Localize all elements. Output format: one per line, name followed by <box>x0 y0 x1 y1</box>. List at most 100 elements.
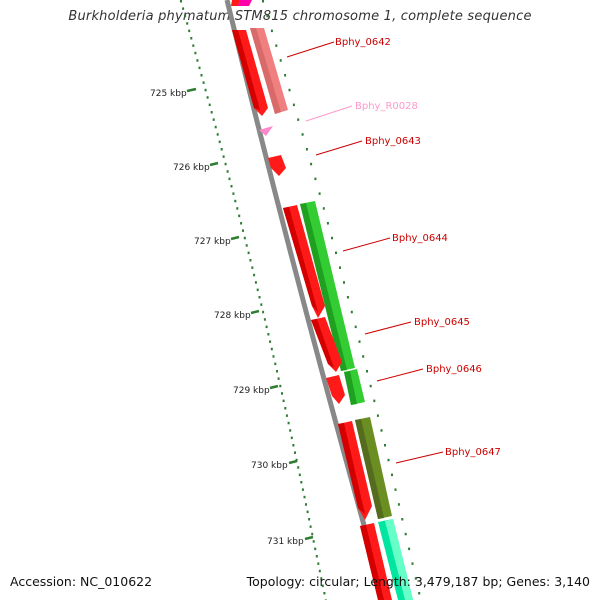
scale-dot-left <box>262 310 265 314</box>
scale-dot-left <box>188 29 191 33</box>
scale-dot-right <box>331 236 333 240</box>
scale-dot-right <box>275 44 278 47</box>
scale-dot-right <box>376 414 379 417</box>
scale-dot-left <box>228 177 231 181</box>
scale-dot-right <box>318 192 321 195</box>
scale-dot-left <box>260 303 263 306</box>
gene-bphy-r0028-trna <box>259 126 273 136</box>
scale-dot-right <box>288 88 291 92</box>
scale-dot-left <box>190 37 193 40</box>
scale-dot-right <box>346 296 349 299</box>
leader-bphy-0644 <box>342 237 391 252</box>
feature-magenta-top <box>238 0 252 6</box>
scale-dot-right <box>401 518 404 521</box>
scale-dot-right <box>384 444 386 447</box>
scale-dot-left <box>222 155 225 158</box>
scale-dot-left <box>320 577 323 580</box>
scale-dot-left <box>240 222 243 225</box>
scale-dot-right <box>369 384 372 388</box>
gene-bphy-0647-olive-shade <box>355 419 384 519</box>
feature-red-bottom-shade <box>360 525 384 600</box>
gene-label-bphy-0645[interactable]: Bphy_0645 <box>414 317 470 328</box>
scale-dot-left <box>210 111 213 114</box>
scale-dot-left <box>281 392 283 395</box>
scale-dot-left <box>214 125 217 129</box>
gene-bphy-0643-red <box>268 155 286 176</box>
accession-text: Accession: NC_010622 <box>10 574 153 589</box>
scale-dot-left <box>323 592 326 595</box>
scale-dot-left <box>315 555 318 558</box>
scale-dot-left <box>301 488 304 491</box>
scale-dot-right <box>297 118 300 121</box>
gene-label-bphy-0643[interactable]: Bphy_0643 <box>365 136 421 147</box>
gene-label-bphy-0646[interactable]: Bphy_0646 <box>426 364 482 375</box>
scale-dot-left <box>202 81 205 84</box>
gene-bphy-0644-red-shade <box>283 207 318 312</box>
scale-dot-left <box>318 569 321 573</box>
scale-dot-left <box>180 0 182 3</box>
gene-label-bphy-0644[interactable]: Bphy_0644 <box>392 233 448 244</box>
scale-dot-right <box>301 133 304 136</box>
scale-dot-left <box>285 414 288 417</box>
scale-dot-right <box>339 266 341 269</box>
scale-dot-left <box>312 540 315 543</box>
scale-dot-left <box>184 14 187 18</box>
scale-dot-left <box>306 510 309 514</box>
gene-label-bphy-0642[interactable]: Bphy_0642 <box>335 37 391 48</box>
scale-dot-left <box>292 444 295 447</box>
scale-dot-right <box>358 340 361 343</box>
scale-dot-right <box>284 74 287 77</box>
scale-dots-left <box>180 0 327 600</box>
scale-dot-right <box>326 222 329 225</box>
scale-dot-right <box>394 488 397 491</box>
scale-dot-left <box>218 140 221 144</box>
scale-dot-right <box>354 325 357 329</box>
feature-teal-bottom-light <box>385 519 413 600</box>
scale-dot-left <box>230 185 233 188</box>
scale-dot-left <box>284 407 287 410</box>
scale-dot-left <box>245 244 248 247</box>
gene-label-bphy-r0028[interactable]: Bphy_R0028 <box>355 101 418 112</box>
scale-dot-right <box>408 547 411 551</box>
scale-dot-left <box>309 525 312 528</box>
scale-dot-left <box>204 88 207 92</box>
scale-dot-right <box>387 458 390 462</box>
scale-dot-left <box>314 547 317 551</box>
scale-dot-left <box>277 377 280 380</box>
scale-dot-left <box>297 466 300 469</box>
scale-dot-left <box>206 96 209 99</box>
scale-dot-left <box>274 362 277 366</box>
scale-dot-right <box>322 207 325 210</box>
scale-dot-left <box>289 429 292 432</box>
scale-dot-left <box>182 7 185 10</box>
scale-dot-right <box>411 562 414 565</box>
scale-dot-left <box>208 103 211 107</box>
tick-label-727: 727 kbp <box>194 237 231 247</box>
scale-dot-right <box>270 29 273 33</box>
gene-label-bphy-0647[interactable]: Bphy_0647 <box>445 447 501 458</box>
scale-dot-left <box>234 199 237 203</box>
tick-label-731: 731 kbp <box>267 537 304 547</box>
topology-summary-text: Topology: circular; Length: 3,479,187 bp… <box>246 574 590 589</box>
scale-dot-left <box>238 214 241 218</box>
tick-label-726: 726 kbp <box>173 163 210 173</box>
scale-dot-left <box>267 333 270 336</box>
scale-dot-left <box>192 44 195 47</box>
leader-bphy-0642 <box>286 41 335 58</box>
scale-dot-left <box>236 207 239 210</box>
leader-bphy-0645 <box>364 321 412 335</box>
scale-dot-left <box>232 192 235 195</box>
scale-dot-left <box>243 236 246 240</box>
gene-features <box>231 0 413 600</box>
scale-dot-left <box>200 74 203 77</box>
scale-dot-right <box>335 251 337 255</box>
gene-bphy-0645-red-shade <box>311 319 334 368</box>
gene-bphy-0642-red-shade <box>232 30 260 110</box>
scale-dot-right <box>380 429 383 432</box>
scale-dot-left <box>198 66 201 70</box>
scale-dot-left <box>216 133 219 136</box>
scale-dot-right <box>418 592 421 595</box>
scale-dot-left <box>311 532 314 536</box>
scale-dot-left <box>258 296 261 299</box>
